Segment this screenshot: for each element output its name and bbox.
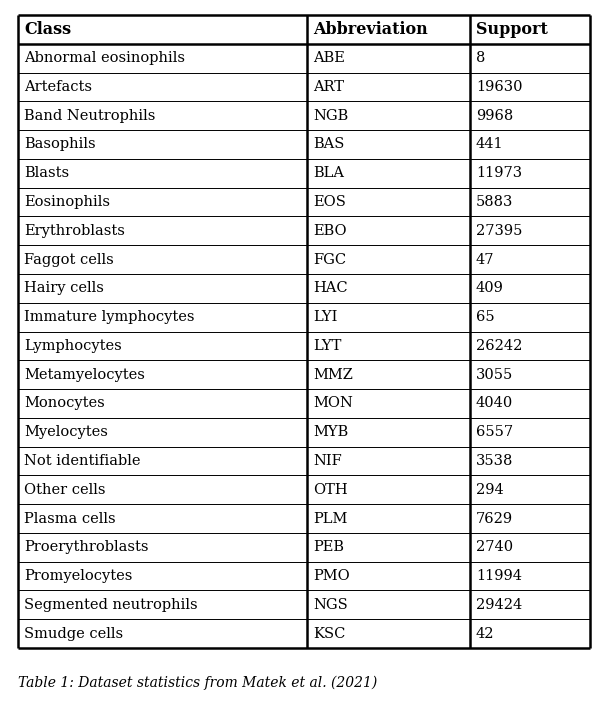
Text: Smudge cells: Smudge cells — [24, 627, 123, 640]
Text: 11994: 11994 — [476, 569, 522, 583]
Text: Monocytes: Monocytes — [24, 396, 105, 410]
Text: 4040: 4040 — [476, 396, 513, 410]
Text: EOS: EOS — [313, 195, 346, 209]
Text: Erythroblasts: Erythroblasts — [24, 224, 125, 238]
Text: Blasts: Blasts — [24, 166, 69, 180]
Text: Faggot cells: Faggot cells — [24, 253, 114, 266]
Text: MON: MON — [313, 396, 353, 410]
Text: 8: 8 — [476, 51, 485, 65]
Text: 409: 409 — [476, 281, 504, 295]
Text: BLA: BLA — [313, 166, 344, 180]
Text: ABE: ABE — [313, 51, 345, 65]
Text: OTH: OTH — [313, 483, 348, 497]
Text: Basophils: Basophils — [24, 138, 95, 151]
Text: 19630: 19630 — [476, 80, 523, 94]
Text: MMZ: MMZ — [313, 368, 353, 382]
Text: NGS: NGS — [313, 598, 348, 612]
Text: 65: 65 — [476, 310, 494, 324]
Text: Lymphocytes: Lymphocytes — [24, 339, 122, 353]
Text: 441: 441 — [476, 138, 504, 151]
Text: Myelocytes: Myelocytes — [24, 425, 108, 439]
Text: 42: 42 — [476, 627, 494, 640]
Text: Hairy cells: Hairy cells — [24, 281, 104, 295]
Text: Support: Support — [476, 21, 548, 38]
Text: Artefacts: Artefacts — [24, 80, 92, 94]
Text: 3538: 3538 — [476, 454, 513, 468]
Text: Metamyelocytes: Metamyelocytes — [24, 368, 145, 382]
Text: 7629: 7629 — [476, 511, 513, 525]
Text: 47: 47 — [476, 253, 494, 266]
Text: ART: ART — [313, 80, 344, 94]
Text: 29424: 29424 — [476, 598, 522, 612]
Text: Not identifiable: Not identifiable — [24, 454, 141, 468]
Text: Plasma cells: Plasma cells — [24, 511, 116, 525]
Text: HAC: HAC — [313, 281, 348, 295]
Text: Promyelocytes: Promyelocytes — [24, 569, 132, 583]
Text: Proerythroblasts: Proerythroblasts — [24, 540, 149, 555]
Text: Band Neutrophils: Band Neutrophils — [24, 109, 155, 123]
Text: KSC: KSC — [313, 627, 345, 640]
Text: 11973: 11973 — [476, 166, 522, 180]
Text: Abbreviation: Abbreviation — [313, 21, 428, 38]
Text: Other cells: Other cells — [24, 483, 105, 497]
Text: Eosinophils: Eosinophils — [24, 195, 110, 209]
Text: MYB: MYB — [313, 425, 348, 439]
Text: FGC: FGC — [313, 253, 346, 266]
Text: 3055: 3055 — [476, 368, 513, 382]
Text: PLM: PLM — [313, 511, 347, 525]
Text: 2740: 2740 — [476, 540, 513, 555]
Text: LYI: LYI — [313, 310, 337, 324]
Text: Class: Class — [24, 21, 71, 38]
Text: 27395: 27395 — [476, 224, 522, 238]
Text: 6557: 6557 — [476, 425, 513, 439]
Text: NIF: NIF — [313, 454, 341, 468]
Text: LYT: LYT — [313, 339, 341, 353]
Text: 26242: 26242 — [476, 339, 522, 353]
Text: Segmented neutrophils: Segmented neutrophils — [24, 598, 198, 612]
Text: PMO: PMO — [313, 569, 349, 583]
Text: 5883: 5883 — [476, 195, 513, 209]
Text: 9968: 9968 — [476, 109, 513, 123]
Text: NGB: NGB — [313, 109, 348, 123]
Text: Table 1: Dataset statistics from Matek et al. (2021): Table 1: Dataset statistics from Matek e… — [18, 676, 377, 690]
Text: PEB: PEB — [313, 540, 344, 555]
Text: 294: 294 — [476, 483, 504, 497]
Text: Immature lymphocytes: Immature lymphocytes — [24, 310, 195, 324]
Text: Abnormal eosinophils: Abnormal eosinophils — [24, 51, 185, 65]
Text: BAS: BAS — [313, 138, 344, 151]
Text: EBO: EBO — [313, 224, 346, 238]
